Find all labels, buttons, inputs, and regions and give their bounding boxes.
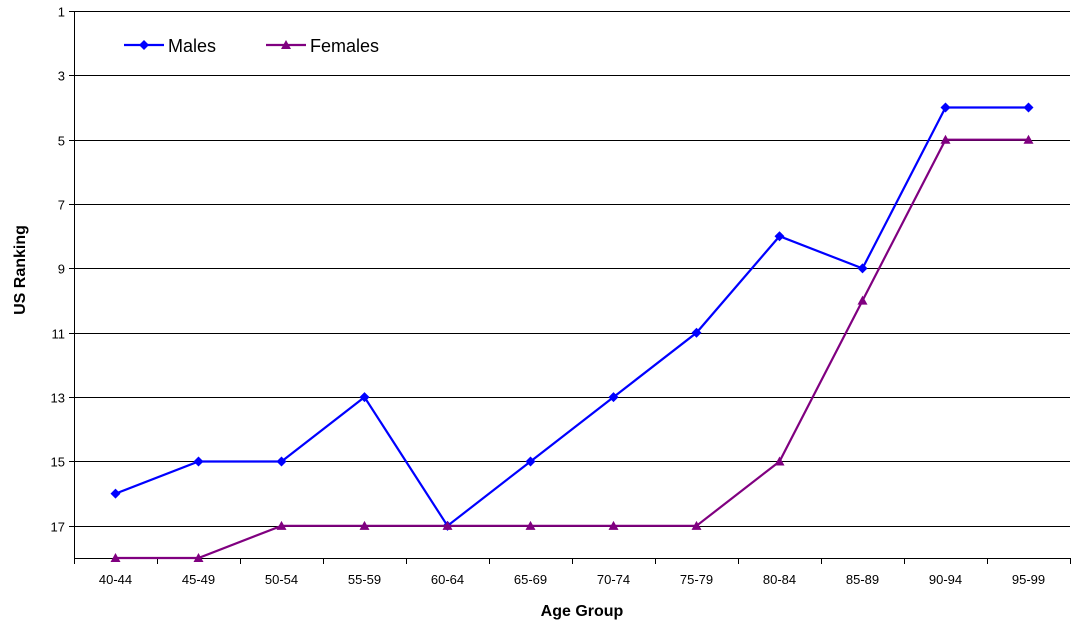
series-line-males <box>115 106 1029 528</box>
data-point-males <box>691 327 702 338</box>
data-point-females <box>691 520 702 530</box>
x-tick-label: 45-49 <box>182 572 215 587</box>
data-point-males <box>1023 102 1034 113</box>
gridlines <box>74 11 1070 527</box>
x-tick-labels: 40-44 45-49 50-54 55-59 60-64 65-69 70-74 75-79… <box>99 572 1045 587</box>
data-point-males <box>359 392 370 403</box>
x-tick-label: 70-74 <box>597 572 630 587</box>
x-tick-label: 95-99 <box>1012 572 1045 587</box>
x-tick-label: 40-44 <box>99 572 132 587</box>
data-point-females <box>1023 134 1034 144</box>
series-females <box>110 134 1034 562</box>
x-tick-label: 60-64 <box>431 572 464 587</box>
data-point-females <box>940 134 951 144</box>
legend-label-males: Males <box>168 36 216 56</box>
y-tick-label: 9 <box>58 262 65 277</box>
data-point-males <box>857 263 868 274</box>
x-tick-label: 50-54 <box>265 572 298 587</box>
x-tick-label: 65-69 <box>514 572 547 587</box>
data-point-females <box>193 553 204 562</box>
data-point-males <box>276 456 287 467</box>
data-point-females <box>608 520 619 530</box>
y-tick-label: 1 <box>58 5 65 20</box>
legend-item-females: Females <box>266 36 379 56</box>
data-point-males <box>608 392 619 403</box>
axes <box>69 11 1071 564</box>
y-tick-label: 17 <box>51 520 65 535</box>
y-tick-label: 7 <box>58 198 65 213</box>
y-tick-label: 13 <box>51 391 65 406</box>
legend-marker-males <box>139 40 149 50</box>
series <box>110 102 1034 562</box>
series-males <box>110 102 1034 531</box>
x-tick-label: 55-59 <box>348 572 381 587</box>
legend-marker-females <box>281 40 291 49</box>
data-point-males <box>940 102 951 113</box>
data-point-females <box>857 295 868 305</box>
data-point-females <box>359 520 370 530</box>
data-point-females <box>276 520 287 530</box>
data-point-females <box>110 553 121 562</box>
data-point-males <box>525 456 536 467</box>
y-tick-label: 3 <box>58 69 65 84</box>
x-tick-label: 85-89 <box>846 572 879 587</box>
y-axis-title: US Ranking <box>12 225 29 315</box>
y-tick-label: 5 <box>58 134 65 149</box>
x-tick-label: 80-84 <box>763 572 796 587</box>
data-point-females <box>442 520 453 530</box>
legend: Males Females <box>124 36 379 56</box>
x-tick-label: 90-94 <box>929 572 962 587</box>
legend-label-females: Females <box>310 36 379 56</box>
y-tick-label: 15 <box>51 455 65 470</box>
data-point-females <box>774 456 785 466</box>
y-tick-label: 11 <box>52 327 66 342</box>
data-point-males <box>193 456 204 467</box>
x-tick-label: 75-79 <box>680 572 713 587</box>
data-point-males <box>110 488 121 499</box>
x-axis-title: Age Group <box>541 603 624 620</box>
series-line-females <box>115 138 1029 560</box>
data-point-males <box>774 231 785 242</box>
data-point-females <box>525 520 536 530</box>
legend-item-males: Males <box>124 36 216 56</box>
